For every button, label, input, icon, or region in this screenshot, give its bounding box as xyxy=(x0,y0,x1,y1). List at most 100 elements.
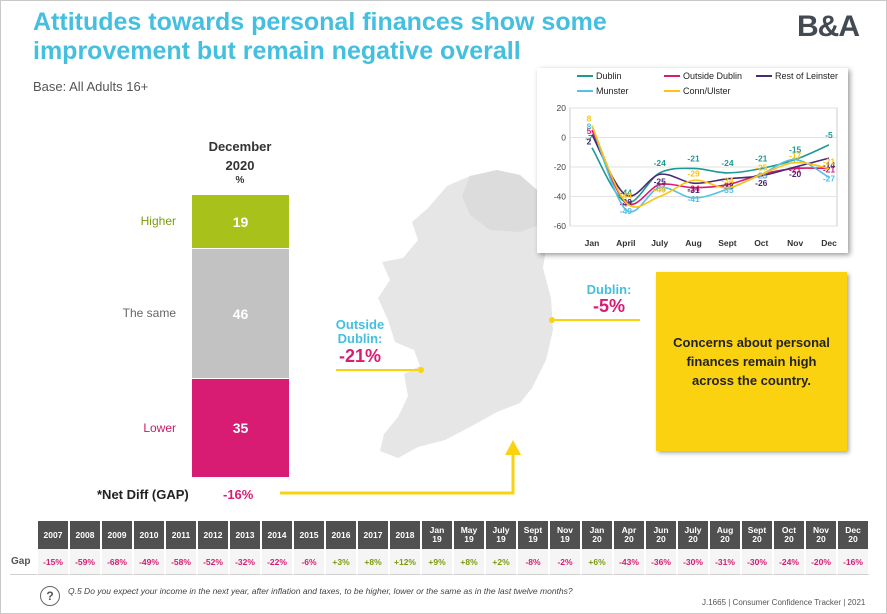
gap-period-label: Nov xyxy=(812,525,830,535)
legend-swatch xyxy=(664,75,680,77)
gap-period-label: 2016 xyxy=(331,529,351,540)
gap-period-header: 2018 xyxy=(390,521,422,549)
gap-value: -49% xyxy=(134,549,166,575)
gap-period-label: 2007 xyxy=(43,529,63,540)
gap-table-header: 2007 2008 2009 2010 2011 2012 2013 2014 2015 2016… xyxy=(10,521,870,549)
outside-dublin-marker xyxy=(418,367,424,373)
legend-label: Munster xyxy=(596,86,629,96)
x-tick-label: Sept xyxy=(718,238,737,248)
gap-value: -2% xyxy=(550,549,582,575)
gap-period-header: Jun 20 xyxy=(646,521,678,549)
gap-period-label: 2015 xyxy=(299,529,319,540)
data-label: -21 xyxy=(755,153,768,163)
stack-heading: December 2020 % xyxy=(190,137,290,187)
data-label: -21 xyxy=(789,164,802,174)
gap-period-label: July xyxy=(492,525,510,535)
slide-title: Attitudes towards personal finances show… xyxy=(33,8,607,65)
gap-period-label: Dec xyxy=(845,525,861,535)
data-label: -41 xyxy=(687,194,700,204)
data-label: 2 xyxy=(587,137,592,147)
data-label: -32 xyxy=(654,181,667,191)
stack-segment-the-same: 46 xyxy=(192,249,289,378)
legend-item: Outside Dublin xyxy=(664,71,742,81)
stack-heading-unit: % xyxy=(235,175,245,186)
data-label: -49 xyxy=(620,206,633,216)
gap-period-header: Aug 20 xyxy=(710,521,742,549)
outside-dublin-value: -21% xyxy=(338,346,382,366)
y-tick-label: 20 xyxy=(557,103,567,113)
gap-period-year: 20 xyxy=(848,534,858,544)
data-label: -21 xyxy=(687,153,700,163)
outside-dublin-label: Outside Dublin: xyxy=(328,318,392,346)
gap-period-label: Oct xyxy=(781,525,797,535)
gap-period-label: July xyxy=(684,525,702,535)
data-label: 8 xyxy=(587,114,592,124)
data-label: -7 xyxy=(585,133,593,143)
legend-item: Munster xyxy=(577,86,629,96)
footer-text: J.1665 | Consumer Confidence Tracker | 2… xyxy=(702,598,866,607)
gap-value: -52% xyxy=(198,549,230,575)
stack-label-lower: Lower xyxy=(143,420,176,435)
legend-item: Rest of Leinster xyxy=(756,71,838,81)
gap-period-header: Nov 20 xyxy=(806,521,838,549)
gap-value: -58% xyxy=(166,549,198,575)
data-label: -21 xyxy=(823,164,836,174)
data-label: -32 xyxy=(721,181,734,191)
gap-period-label: Sept xyxy=(523,525,543,535)
ireland-map xyxy=(378,170,556,458)
data-label: -17 xyxy=(789,151,802,161)
legend-label: Outside Dublin xyxy=(683,71,743,81)
gap-value: -59% xyxy=(70,549,102,575)
x-tick-label: July xyxy=(651,238,668,248)
data-label: -44 xyxy=(620,190,633,200)
gap-value: -68% xyxy=(102,549,134,575)
legend-label: Dublin xyxy=(596,71,622,81)
data-label: -25 xyxy=(755,162,768,172)
gap-table: 2007 2008 2009 2010 2011 2012 2013 2014 2015 2016… xyxy=(10,521,870,575)
y-tick-label: -40 xyxy=(554,192,567,202)
gap-period-year: 20 xyxy=(816,534,826,544)
gap-period-header: Nov 19 xyxy=(550,521,582,549)
gap-value: -36% xyxy=(646,549,678,575)
data-label: -28 xyxy=(721,181,734,191)
stack-segment-higher: 19 xyxy=(192,195,289,248)
legend-item: Dublin xyxy=(577,71,622,81)
stack-heading-month: December xyxy=(208,139,272,154)
gap-period-header: Sept 20 xyxy=(742,521,774,549)
gap-period-header: Jan 19 xyxy=(422,521,454,549)
gap-period-header: 2015 xyxy=(294,521,326,549)
data-label: -14 xyxy=(823,160,836,170)
data-label: -24 xyxy=(721,158,734,168)
gap-period-label: 2010 xyxy=(139,529,159,540)
gap-period-label: 2018 xyxy=(395,529,415,540)
stack-heading-year: 2020 xyxy=(225,158,255,173)
gap-period-year: 20 xyxy=(720,534,730,544)
gap-period-header: 2009 xyxy=(102,521,134,549)
outside-dublin-label-line2: Dublin: xyxy=(337,331,383,346)
gap-period-header: 2008 xyxy=(70,521,102,549)
question-text: Q.5 Do you expect your income in the nex… xyxy=(68,586,573,596)
line-chart-svg: 20 0 -20 -40 -60 Jan April July Aug Sept Oct Nov Dec… xyxy=(554,103,838,248)
y-tick-label: -60 xyxy=(554,221,567,231)
gap-value: -22% xyxy=(262,549,294,575)
gap-period-year: 19 xyxy=(464,534,474,544)
data-label: -40 xyxy=(654,185,667,195)
dublin-label: Dublin: xyxy=(586,282,632,297)
data-label: -31 xyxy=(687,185,700,195)
gap-period-year: 19 xyxy=(560,534,570,544)
gap-value: +2% xyxy=(486,549,518,575)
question-icon: ? xyxy=(40,586,60,606)
gap-period-label: May xyxy=(460,525,478,535)
gap-value: -43% xyxy=(614,549,646,575)
gap-period-header: July 19 xyxy=(486,521,518,549)
base-note: Base: All Adults 16+ xyxy=(33,79,149,94)
x-tick-label: Aug xyxy=(685,238,702,248)
gap-value: -15% xyxy=(38,549,70,575)
gap-period-label: 2017 xyxy=(363,529,383,540)
data-label: -24 xyxy=(654,158,667,168)
gap-period-header: May 19 xyxy=(454,521,486,549)
gap-period-label: 2009 xyxy=(107,529,127,540)
x-tick-label: Dec xyxy=(821,238,837,248)
x-tick-label: Oct xyxy=(754,238,768,248)
data-label: 8 xyxy=(587,122,592,132)
